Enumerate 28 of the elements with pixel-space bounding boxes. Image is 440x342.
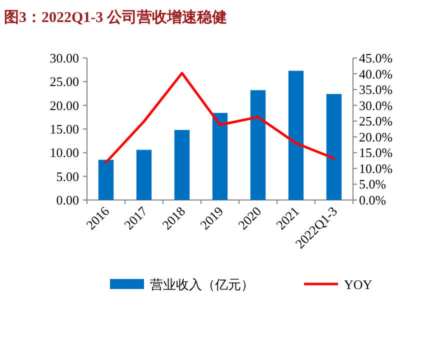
chart-title: 图3：2022Q1-3 公司营收增速稳健 — [4, 9, 227, 26]
y-tick-label: 25.00 — [50, 74, 79, 90]
legend-label: 营业收入（亿元） — [150, 277, 254, 292]
y2-tick-label: 45.0% — [359, 50, 393, 66]
bar — [326, 94, 342, 200]
y2-tick-label: 30.0% — [359, 98, 393, 113]
legend-label: YOY — [344, 277, 373, 292]
y2-tick-label: 25.0% — [359, 114, 393, 129]
bar — [250, 90, 266, 200]
y-tick-label: 20.00 — [50, 98, 79, 113]
y2-tick-label: 35.0% — [359, 82, 393, 98]
bar — [212, 112, 228, 200]
y2-tick-label: 0.0% — [359, 192, 386, 208]
y-tick-label: 5.00 — [56, 168, 79, 184]
y-tick-label: 0.00 — [56, 192, 79, 208]
bar — [98, 160, 114, 200]
y-tick-label: 15.00 — [50, 122, 79, 136]
y2-tick-label: 10.0% — [359, 160, 393, 176]
y2-tick-label: 40.0% — [359, 66, 393, 82]
bar — [288, 70, 304, 200]
y2-tick-label: 5.0% — [359, 176, 386, 192]
y2-tick-label: 15.0% — [359, 145, 393, 160]
y-tick-label: 30.00 — [50, 50, 79, 66]
y2-tick-label: 20.0% — [359, 129, 393, 144]
bar — [174, 130, 190, 200]
line-series — [104, 72, 336, 164]
y-tick-label: 10.00 — [50, 145, 79, 160]
bar — [136, 150, 152, 200]
